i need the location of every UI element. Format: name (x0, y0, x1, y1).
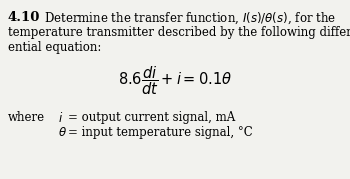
Text: 4.10: 4.10 (8, 11, 40, 24)
Text: Determine the transfer function, $I(s)/\theta(s)$, for the: Determine the transfer function, $I(s)/\… (44, 11, 336, 26)
Text: where: where (8, 111, 45, 124)
Text: temperature transmitter described by the following differ-: temperature transmitter described by the… (8, 26, 350, 39)
Text: = input temperature signal, °C: = input temperature signal, °C (68, 126, 253, 139)
Text: $8.6\dfrac{di}{dt} + i = 0.1\theta$: $8.6\dfrac{di}{dt} + i = 0.1\theta$ (118, 64, 232, 96)
Text: = output current signal, mA: = output current signal, mA (68, 111, 235, 124)
Text: $\theta$: $\theta$ (58, 126, 67, 139)
Text: ential equation:: ential equation: (8, 41, 101, 54)
Text: $i$: $i$ (58, 111, 63, 125)
